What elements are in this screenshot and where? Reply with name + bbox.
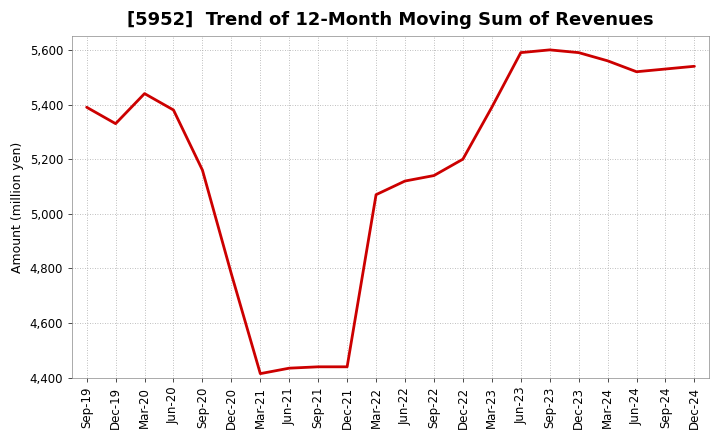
Y-axis label: Amount (million yen): Amount (million yen) xyxy=(11,141,24,273)
Title: [5952]  Trend of 12-Month Moving Sum of Revenues: [5952] Trend of 12-Month Moving Sum of R… xyxy=(127,11,654,29)
